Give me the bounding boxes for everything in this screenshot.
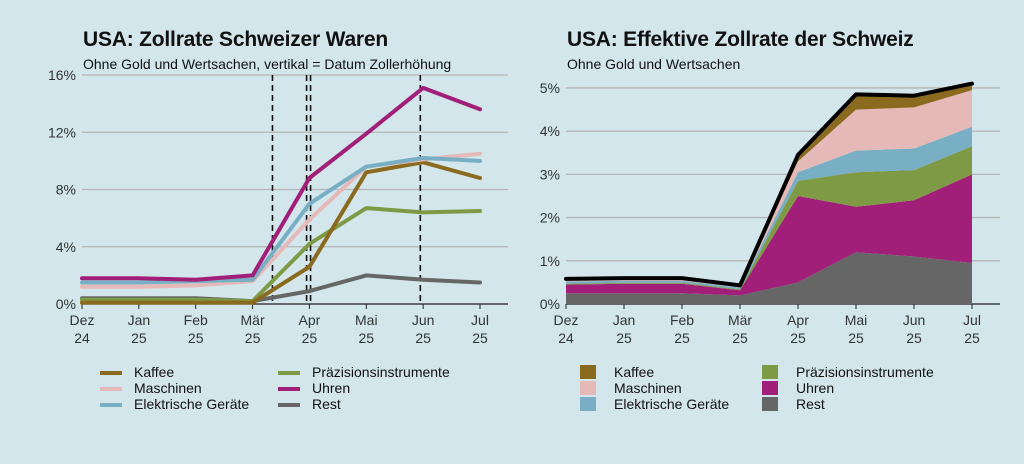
right-xtick-year-4: 25 — [790, 330, 806, 346]
right-area-elektrische-geraete — [566, 126, 972, 290]
right-ytick-label-5: 5% — [540, 80, 560, 96]
left-ytick-label-4: 16% — [48, 67, 76, 83]
left-ytick-label-2: 8% — [56, 182, 76, 198]
left-xtick-label-3: Mär — [241, 312, 265, 328]
right-xtick-label-4: Apr — [787, 312, 809, 328]
left-xtick-label-0: Dez — [70, 312, 95, 328]
left-series-line-kaffee — [80, 160, 482, 305]
right-xtick-year-7: 25 — [964, 330, 980, 346]
right-xtick-year-5: 25 — [848, 330, 864, 346]
left-legend-label-uhren: Uhren — [312, 380, 351, 396]
left-chart-subtitle: Ohne Gold und Wertsachen, vertikal = Dat… — [83, 56, 452, 72]
right-legend-swatch-maschinen — [580, 381, 596, 395]
right-xtick-year-3: 25 — [732, 330, 748, 346]
right-xtick-label-0: Dez — [554, 312, 579, 328]
right-xtick-label-2: Feb — [670, 312, 694, 328]
right-area-rest — [566, 252, 972, 304]
left-xtick-year-1: 25 — [131, 330, 147, 346]
right-ytick-label-3: 3% — [540, 166, 560, 182]
left-xtick-label-1: Jan — [128, 312, 151, 328]
left-chart-title: USA: Zollrate Schweizer Waren — [83, 28, 388, 51]
right-xtick-year-1: 25 — [616, 330, 632, 346]
right-total-line — [564, 81, 974, 288]
right-legend-swatch-uhren — [762, 381, 778, 395]
left-series-line-praezisionsinstrumente — [80, 206, 482, 304]
right-legend-label-rest: Rest — [796, 396, 825, 412]
right-ytick-label-1: 1% — [540, 253, 560, 269]
left-xtick-year-3: 25 — [245, 330, 261, 346]
right-legend-label-uhren: Uhren — [796, 380, 835, 396]
right-xtick-year-6: 25 — [906, 330, 922, 346]
left-series-line-elektrische-geraete — [80, 156, 482, 285]
left-xtick-year-5: 25 — [358, 330, 374, 346]
right-ytick-label-0: 0% — [540, 296, 560, 312]
left-legend-label-maschinen: Maschinen — [134, 380, 202, 396]
left-legend-label-elektrische-geraete: Elektrische Geräte — [134, 396, 250, 412]
right-xtick-label-3: Mär — [728, 312, 752, 328]
left-xtick-year-2: 25 — [188, 330, 204, 346]
left-xtick-year-6: 25 — [415, 330, 431, 346]
left-ytick-label-0: 0% — [56, 296, 76, 312]
right-ytick-label-4: 4% — [540, 123, 560, 139]
left-xtick-year-7: 25 — [472, 330, 488, 346]
left-xtick-label-5: Mai — [355, 312, 378, 328]
right-area-maschinen — [566, 90, 972, 288]
right-legend-label-elektrische-geraete: Elektrische Geräte — [614, 396, 730, 412]
right-legend-label-maschinen: Maschinen — [614, 380, 682, 396]
right-legend-swatch-rest — [762, 397, 778, 411]
left-ytick-label-3: 12% — [48, 124, 76, 140]
right-xtick-year-2: 25 — [674, 330, 690, 346]
right-legend-label-kaffee: Kaffee — [614, 364, 655, 380]
left-legend-label-kaffee: Kaffee — [134, 364, 175, 380]
right-legend-label-praezisionsinstrumente: Präzisionsinstrumente — [796, 364, 934, 380]
left-xtick-label-7: Jul — [471, 312, 489, 328]
right-xtick-label-1: Jan — [613, 312, 636, 328]
right-legend-swatch-elektrische-geraete — [580, 397, 596, 411]
left-legend-swatch-praezisionsinstrumente — [278, 371, 300, 375]
left-ytick-label-1: 4% — [56, 239, 76, 255]
left-xtick-label-6: Jun — [412, 312, 435, 328]
right-chart-title: USA: Effektive Zollrate der Schweiz — [567, 28, 914, 51]
left-xtick-year-4: 25 — [302, 330, 318, 346]
right-xtick-label-5: Mai — [845, 312, 868, 328]
right-xtick-year-0: 24 — [558, 330, 574, 346]
right-chart-subtitle: Ohne Gold und Wertsachen — [567, 56, 741, 72]
left-xtick-label-4: Apr — [299, 312, 321, 328]
right-ytick-label-2: 2% — [540, 210, 560, 226]
left-legend-swatch-uhren — [278, 387, 300, 391]
left-legend-label-praezisionsinstrumente: Präzisionsinstrumente — [312, 364, 450, 380]
left-xtick-label-2: Feb — [184, 312, 208, 328]
right-legend-swatch-kaffee — [580, 365, 596, 379]
left-legend-swatch-elektrische-geraete — [100, 403, 122, 407]
right-area-uhren — [566, 174, 972, 296]
right-xtick-label-6: Jun — [903, 312, 926, 328]
left-legend-label-rest: Rest — [312, 396, 341, 412]
left-legend-swatch-rest — [278, 403, 300, 407]
right-legend-swatch-praezisionsinstrumente — [762, 365, 778, 379]
left-xtick-year-0: 24 — [74, 330, 90, 346]
right-xtick-label-7: Jul — [963, 312, 981, 328]
left-legend-swatch-kaffee — [100, 371, 122, 375]
left-legend-swatch-maschinen — [100, 387, 122, 391]
right-area-praezisionsinstrumente — [566, 146, 972, 291]
left-series-line-uhren — [80, 85, 482, 282]
